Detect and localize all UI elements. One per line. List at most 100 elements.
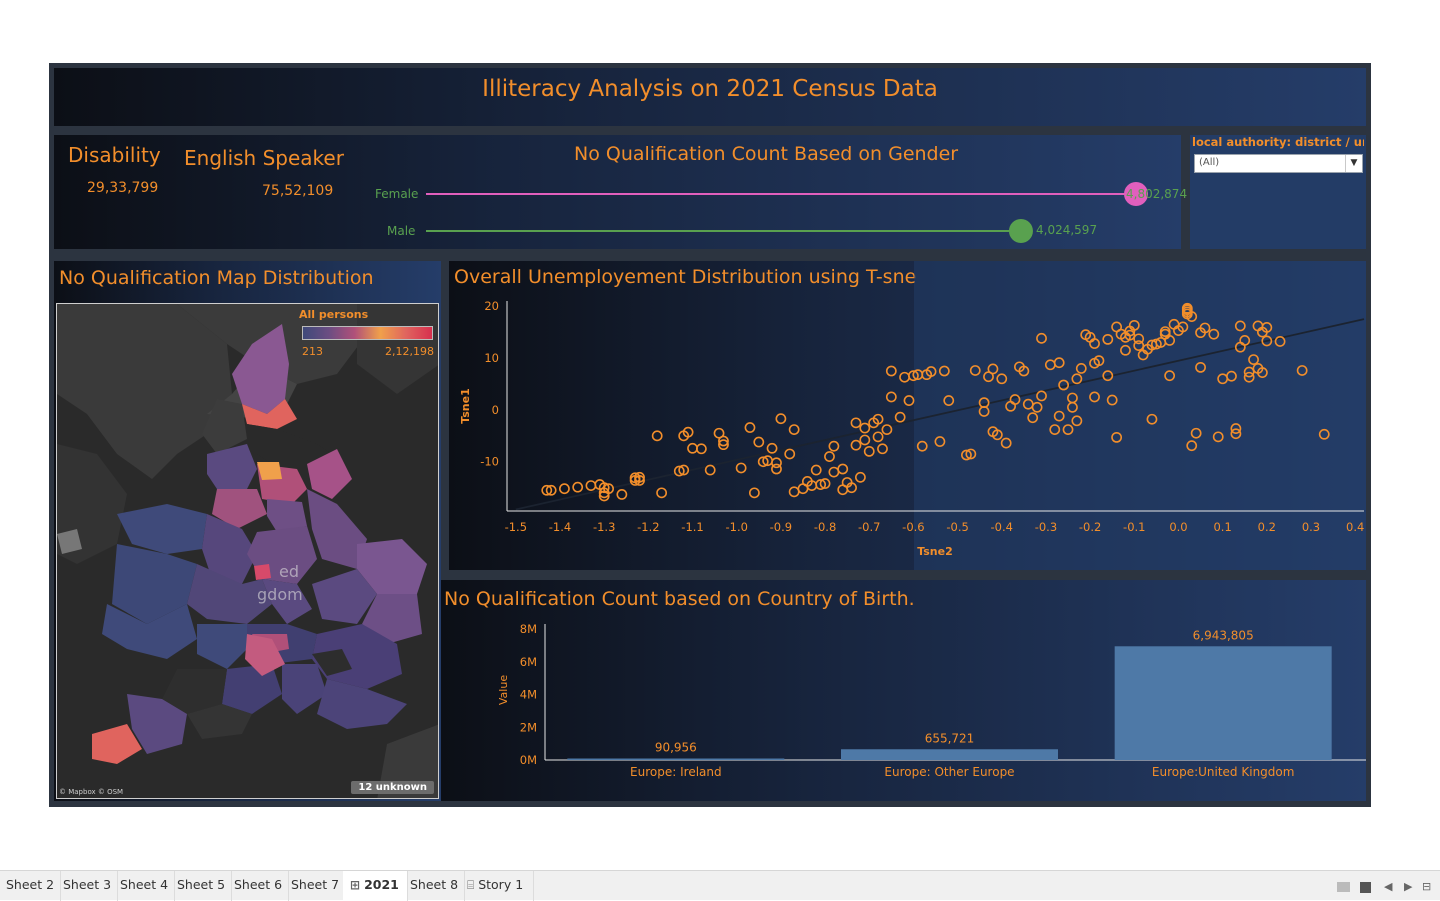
next-sheet-icon[interactable]: ▶ [1404, 880, 1413, 893]
gender-value-male: 4,024,597 [1036, 223, 1098, 237]
tsne-point [651, 430, 663, 442]
tsne-point [718, 435, 729, 447]
tsne-point [1018, 365, 1030, 377]
map-region-east-yorkshire [307, 449, 352, 499]
tsne-point [757, 456, 769, 468]
tab-2021-dashboard[interactable]: ⊞ 2021 [343, 871, 408, 901]
tsne-point [925, 366, 937, 377]
map-region-cumbria [202, 399, 247, 454]
tab-sheet-5[interactable]: Sheet 5 [171, 871, 233, 901]
tsne-point [1164, 335, 1176, 346]
tsne-point [1208, 328, 1220, 340]
tsne-point [965, 448, 977, 460]
chevron-down-icon[interactable]: ▼ [1345, 155, 1362, 172]
map-region-south-wales [102, 604, 197, 659]
tsne-point [885, 365, 897, 377]
tab-sheet-8[interactable]: Sheet 8 [404, 871, 466, 901]
map-region-birmingham [254, 564, 271, 580]
tsne-point [1164, 370, 1176, 382]
tab-sheet-3[interactable]: Sheet 3 [57, 871, 119, 901]
map-region-lincolnshire [307, 489, 367, 569]
bar-category-label: Europe: Ireland [630, 765, 722, 779]
tsne-point [713, 427, 725, 439]
tab-label: Sheet 5 [177, 877, 226, 892]
map-view[interactable]: All persons 213 2,12,198 ed gdom © Mapbo… [56, 303, 439, 799]
authority-filter-panel: local authority: district / unit.. (All)… [1190, 135, 1366, 249]
tsne-point [828, 466, 840, 478]
map-legend-max: 2,12,198 [385, 345, 434, 358]
tsne-y-tick-label: 20 [484, 299, 499, 313]
tsne-point [585, 480, 597, 491]
tsne-point [850, 439, 862, 451]
tsne-point [859, 434, 871, 446]
tsne-point [1106, 394, 1118, 406]
previous-sheet-icon[interactable]: ◀ [1384, 880, 1393, 893]
presentation-mode-icon[interactable]: ⊟ [1422, 880, 1432, 893]
bar-y-axis-label: Value [497, 675, 510, 705]
tsne-point [1234, 320, 1246, 332]
tab-sheet-2[interactable]: Sheet 2 [0, 871, 62, 901]
kpi-gender-panel: Disability 29,33,799 English Speaker 75,… [54, 135, 1187, 249]
filmstrip-view-icon[interactable] [1337, 882, 1350, 892]
tsne-x-tick-label: -1.1 [681, 520, 703, 534]
tab-label: 2021 [364, 877, 399, 892]
tsne-x-tick-label: 0.1 [1213, 520, 1231, 534]
tsne-point [1243, 371, 1255, 383]
tsne-x-tick-label: 0.2 [1258, 520, 1276, 534]
tsne-point [1261, 335, 1273, 347]
tsne-point [1318, 428, 1330, 440]
tab-view-icon[interactable] [1360, 882, 1371, 893]
tsne-point [753, 436, 765, 448]
tsne-highlight-band [914, 261, 1366, 570]
tsne-point [1067, 401, 1078, 413]
tsne-point [885, 391, 897, 403]
map-region-anglesey [57, 529, 82, 554]
tab-story-1[interactable]: ⌸ Story 1 [461, 871, 535, 901]
tsne-point [1133, 333, 1145, 345]
tsne-trend-line [515, 318, 1365, 511]
tab-label: Sheet 2 [6, 877, 55, 892]
tsne-x-tick-label: -0.9 [770, 520, 792, 534]
tsne-point [603, 483, 615, 495]
map-region-gloucester-south [245, 634, 285, 676]
gender-label-male: Male [387, 224, 416, 238]
tsne-point [1248, 354, 1259, 365]
tab-sheet-6[interactable]: Sheet 6 [228, 871, 290, 901]
map-legend: All persons 213 2,12,198 [299, 308, 437, 358]
tsne-point [850, 417, 862, 429]
tsne-point [687, 442, 698, 454]
authority-filter-dropdown[interactable]: (All) ▼ [1194, 154, 1363, 173]
tab-sheet-4[interactable]: Sheet 4 [114, 871, 176, 901]
tsne-point [1137, 349, 1149, 361]
gender-label-female: Female [375, 187, 419, 201]
tsne-x-tick-label: -0.6 [902, 520, 924, 534]
bar-y-tick-label: 4M [520, 688, 537, 702]
english-speaker-label: English Speaker [184, 146, 344, 170]
tsne-point [1062, 424, 1074, 435]
map-legend-min: 213 [302, 345, 323, 358]
tsne-point [682, 426, 694, 438]
country-bar-panel: No Qualification Count based on Country … [441, 580, 1366, 801]
map-region-north-east [232, 324, 289, 414]
tsne-point [1036, 332, 1047, 344]
unknown-badge[interactable]: 12 unknown [351, 781, 434, 794]
tsne-point [678, 464, 690, 476]
tsne-point [1159, 326, 1171, 337]
tsne-point [1256, 367, 1268, 378]
tsne-point [1058, 379, 1070, 391]
tsne-point [837, 463, 849, 475]
country-bar [567, 758, 785, 761]
map-region-kent-sussex [317, 679, 407, 729]
tsne-point [1186, 311, 1198, 322]
tsne-x-tick-label: 0.0 [1169, 520, 1187, 534]
tsne-x-tick-label: -0.2 [1079, 520, 1101, 534]
tsne-point [877, 443, 888, 455]
tsne-point [744, 422, 756, 433]
england-wales-map[interactable] [57, 304, 439, 799]
authority-filter-title: local authority: district / unit.. [1192, 135, 1364, 149]
map-legend-title: All persons [299, 308, 369, 321]
tsne-point [1111, 431, 1123, 443]
tab-sheet-7[interactable]: Sheet 7 [285, 871, 347, 901]
tsne-point [1009, 394, 1021, 405]
tsne-point [1230, 423, 1242, 434]
